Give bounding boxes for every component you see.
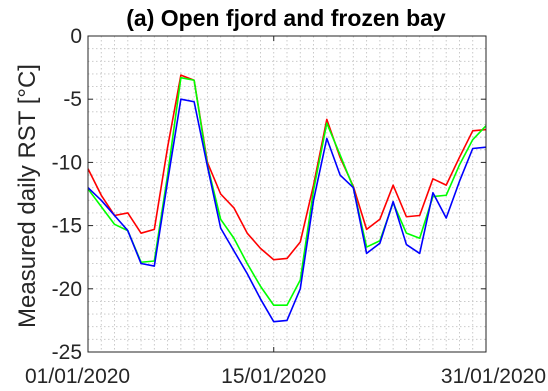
y-tick-label: -25 [52,341,82,364]
y-tick-label: -15 [52,215,82,238]
grid [88,36,486,352]
chart-title: (a) Open fjord and frozen bay [126,5,446,31]
series-line-3 [87,98,487,323]
y-tick-label: -5 [63,88,82,111]
x-tick-label: 01/01/2020 [25,365,130,388]
axes [87,35,487,353]
x-tick-label: 15/01/2020 [221,365,326,388]
y-tick-label: -10 [52,151,82,174]
y-tick-label: 0 [70,25,82,48]
y-tick-label: -20 [52,278,82,301]
x-tick-label: 31/01/2020 [441,365,546,388]
plot-frame [87,35,487,353]
series-lines [87,74,487,323]
y-axis-label: Measured daily RST [°C] [14,64,41,328]
series-line-1 [87,74,487,261]
